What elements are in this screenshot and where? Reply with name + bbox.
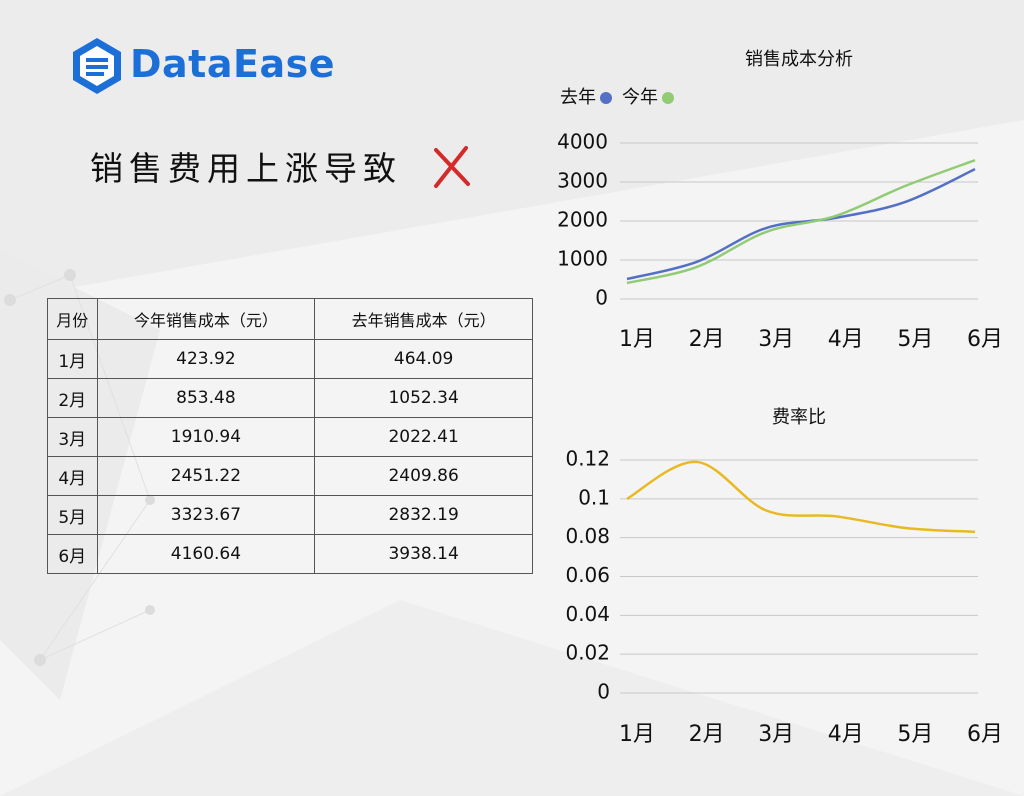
logo-icon <box>73 38 121 94</box>
y-tick-label: 4000 <box>557 130 608 154</box>
line <box>626 460 976 534</box>
x-tick-label: 3月 <box>758 722 794 747</box>
y-tick-label: 2000 <box>557 208 608 232</box>
y-tick-label: 0.08 <box>565 524 610 548</box>
table-cell: 3月 <box>47 417 98 457</box>
legend-swatch <box>600 92 612 104</box>
chart-title: 费率比 <box>772 407 826 428</box>
table-header: 月份 今年销售成本（元） 去年销售成本（元） <box>47 298 533 340</box>
table-cell: 2月 <box>47 378 98 418</box>
table-row: 2月 853.48 1052.34 <box>47 378 533 418</box>
bg-shape <box>0 600 1024 796</box>
table-cell: 853.48 <box>96 378 316 418</box>
y-tick-label: 1000 <box>557 247 608 271</box>
x-tick-label: 1月 <box>619 722 655 747</box>
legend-label: 今年 <box>622 87 658 108</box>
table-cell: 1910.94 <box>96 417 316 457</box>
column-header: 去年销售成本（元） <box>314 298 533 340</box>
table-cell: 3938.14 <box>314 534 533 574</box>
x-tick-label: 6月 <box>967 722 1003 747</box>
table-cell: 2409.86 <box>314 456 533 496</box>
x-tick-label: 1月 <box>619 327 655 352</box>
logo-text: DataEase <box>130 42 335 86</box>
table-row: 5月 3323.67 2832.19 <box>47 495 533 535</box>
bg-shape <box>0 0 1024 300</box>
cross-mark <box>434 146 470 188</box>
line <box>626 167 976 281</box>
y-tick-label: 0.12 <box>565 447 610 471</box>
y-tick-label: 0.02 <box>565 641 610 665</box>
y-tick-label: 3000 <box>557 169 608 193</box>
legend-label: 去年 <box>560 87 596 108</box>
table-cell: 2451.22 <box>96 456 316 496</box>
legend-swatch <box>662 92 674 104</box>
table-cell: 2832.19 <box>314 495 533 535</box>
table-cell: 423.92 <box>96 339 316 379</box>
y-tick-label: 0 <box>595 286 608 310</box>
x-tick-label: 2月 <box>689 327 725 352</box>
data-table: 月份 今年销售成本（元） 去年销售成本（元） 1月 423.92 464.09 2月 853.… <box>47 298 533 574</box>
y-tick-label: 0.04 <box>565 602 610 626</box>
table-body: 1月 423.92 464.09 2月 853.48 1052.34 3月 1910.94 20… <box>47 339 533 574</box>
table-cell: 4160.64 <box>96 534 316 574</box>
table-row: 1月 423.92 464.09 <box>47 339 533 379</box>
table-cell: 1052.34 <box>314 378 533 418</box>
x-tick-label: 6月 <box>967 327 1003 352</box>
y-tick-label: 0.1 <box>578 485 610 509</box>
table-cell: 3323.67 <box>96 495 316 535</box>
table-cell: 6月 <box>47 534 98 574</box>
chart-title: 销售成本分析 <box>745 49 853 70</box>
x-tick-label: 2月 <box>689 722 725 747</box>
table-cell: 2022.41 <box>314 417 533 457</box>
line <box>626 158 976 285</box>
table-cell: 1月 <box>47 339 98 379</box>
heading: 销售费用上涨导致 <box>90 149 402 188</box>
x-tick-label: 3月 <box>758 327 794 352</box>
x-tick-label: 5月 <box>897 722 933 747</box>
y-tick-label: 0 <box>597 680 610 704</box>
x-tick-label: 4月 <box>828 327 864 352</box>
x-tick-label: 5月 <box>897 327 933 352</box>
column-header: 月份 <box>47 298 98 340</box>
x-tick-label: 4月 <box>828 722 864 747</box>
column-header: 今年销售成本（元） <box>96 298 316 340</box>
table-row: 6月 4160.64 3938.14 <box>47 534 533 574</box>
y-tick-label: 0.06 <box>565 563 610 587</box>
table-row: 3月 1910.94 2022.41 <box>47 417 533 457</box>
